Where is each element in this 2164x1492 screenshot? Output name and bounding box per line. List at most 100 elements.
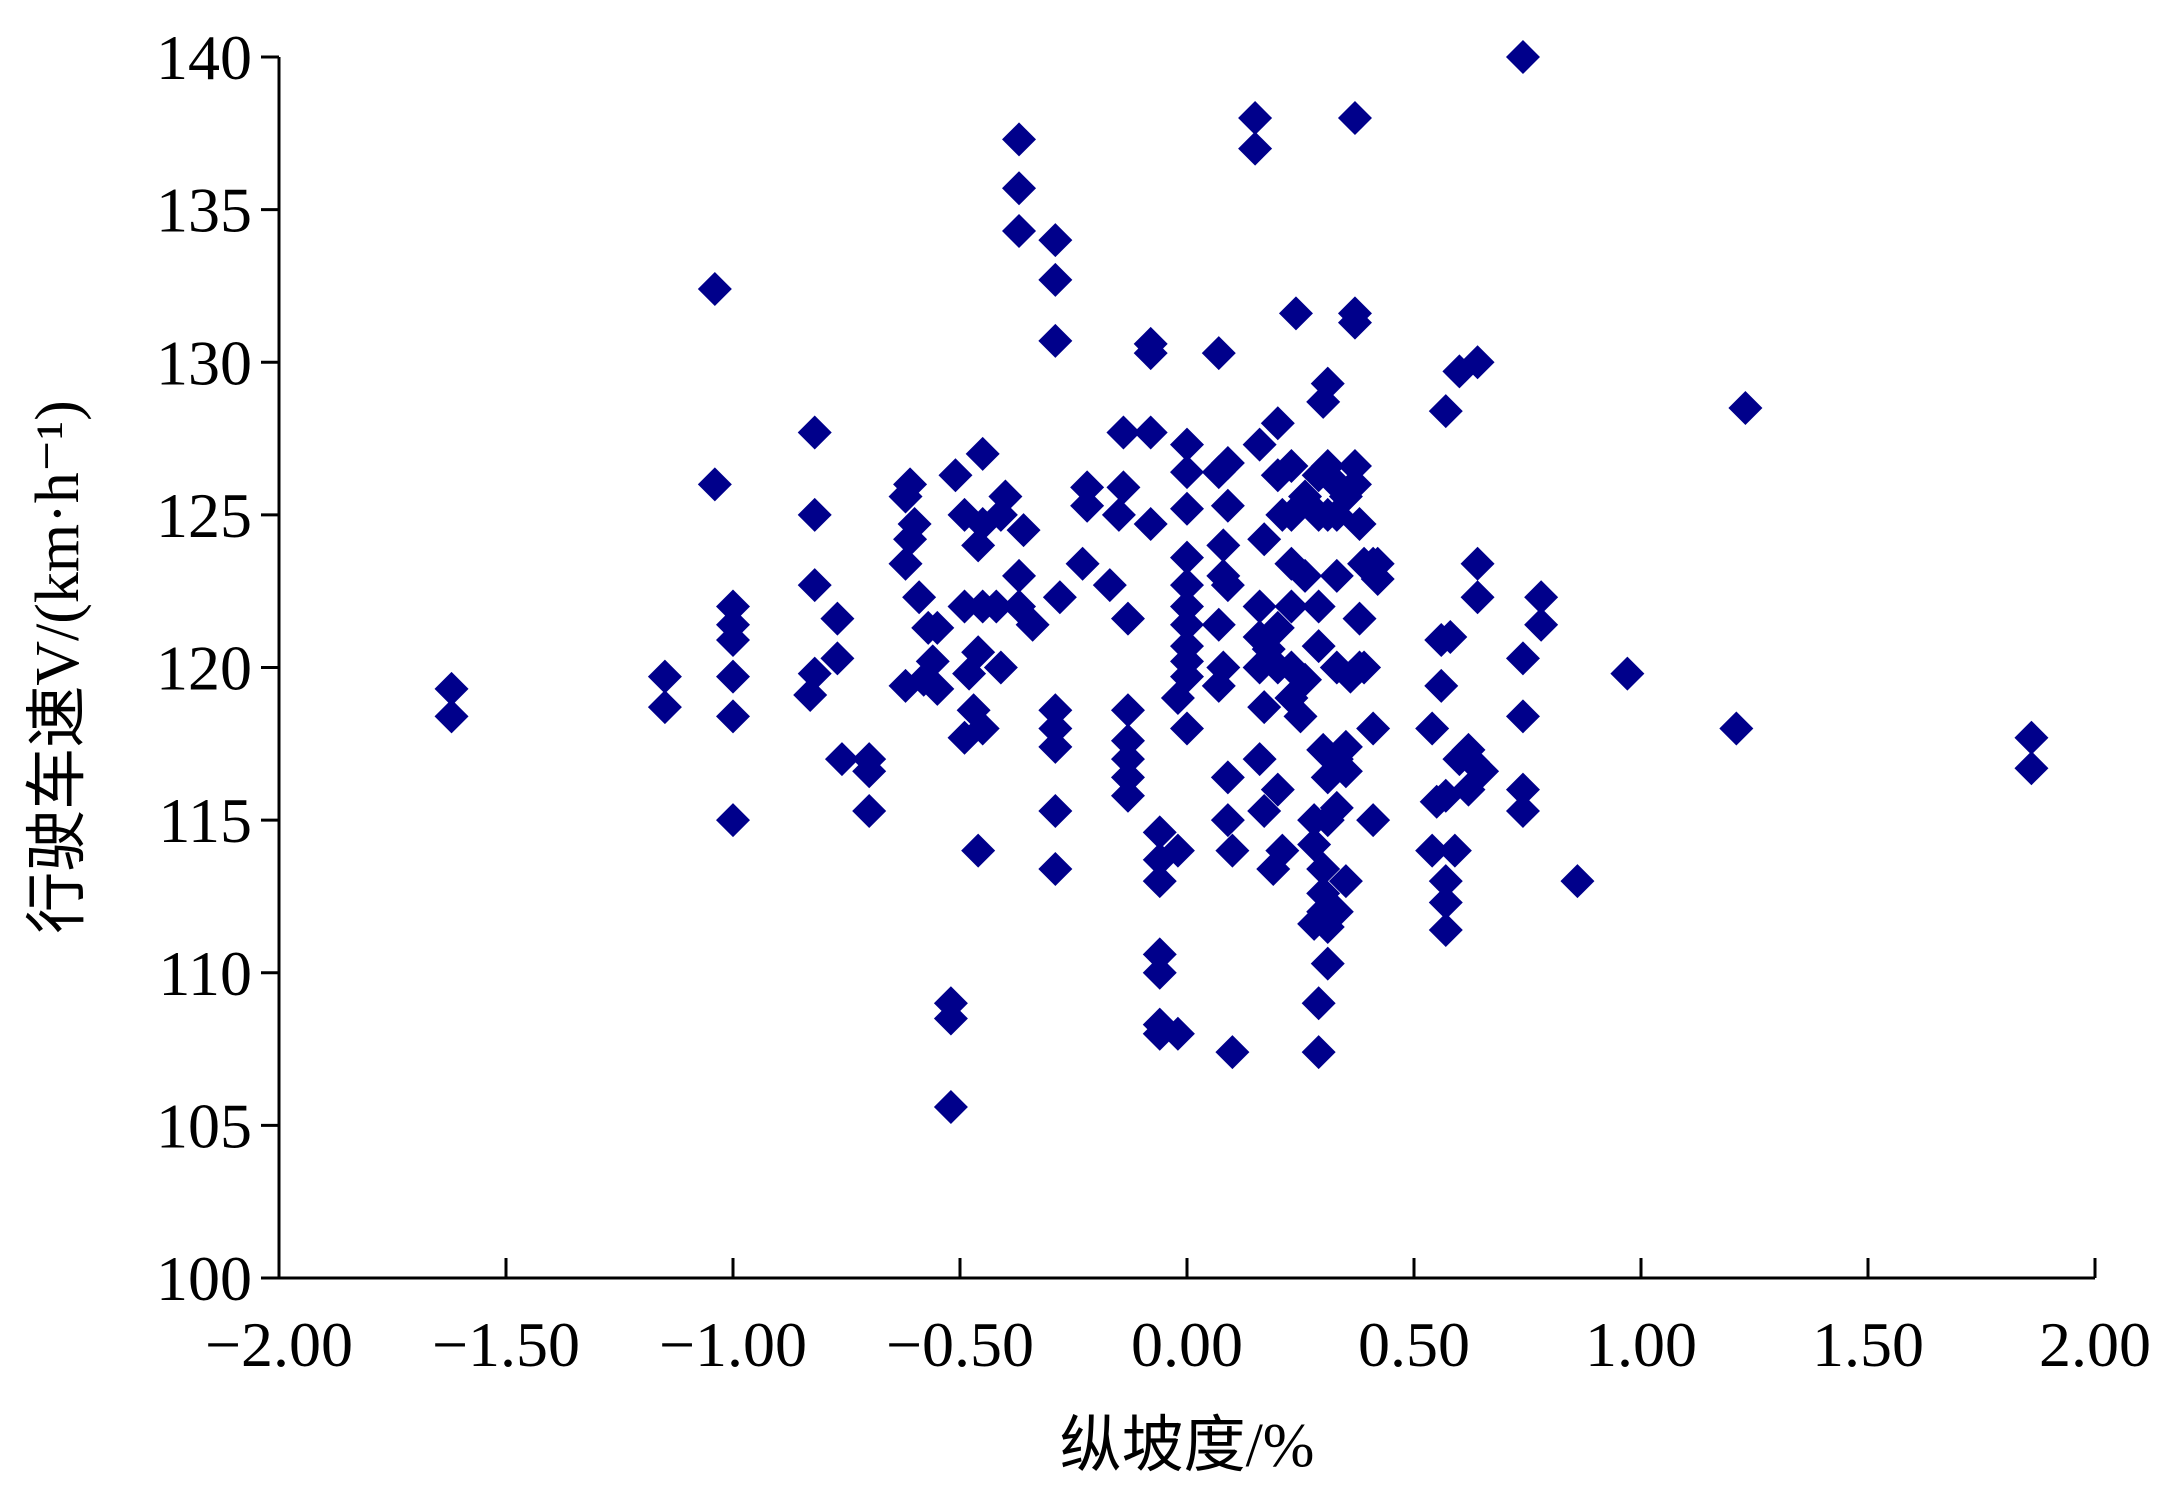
data-point (1170, 568, 1204, 603)
data-point (1070, 488, 1105, 523)
data-point (824, 742, 859, 777)
data-point (1201, 607, 1236, 642)
x-tick-label: 0.50 (1358, 1309, 1470, 1380)
y-tick-label: 120 (156, 633, 252, 704)
data-point (1038, 793, 1073, 828)
data-point (1210, 445, 1245, 480)
data-point (1038, 729, 1073, 764)
x-tick-label: −1.50 (432, 1309, 580, 1380)
data-point (1428, 885, 1463, 920)
data-point (1006, 513, 1041, 548)
data-point (1319, 558, 1354, 593)
data-point (716, 803, 750, 838)
data-point (1201, 336, 1236, 371)
data-point (965, 711, 1000, 746)
data-point (1505, 641, 1540, 676)
data-point (1002, 171, 1037, 206)
data-point (820, 641, 855, 676)
data-point (1310, 366, 1345, 401)
data-point (793, 677, 828, 712)
y-tick-label: 140 (156, 22, 252, 93)
data-point (1301, 629, 1336, 664)
x-tick-label: 0.00 (1131, 1309, 1243, 1380)
data-point (1065, 546, 1100, 581)
data-point (697, 271, 732, 306)
data-point (1610, 656, 1645, 691)
data-point (1278, 296, 1313, 331)
data-point (1210, 488, 1245, 523)
data-point (920, 671, 955, 706)
y-ticks: 100 105 110 115 120 125 130 135 140 (156, 22, 279, 1314)
data-point (1437, 833, 1472, 868)
data-point (1342, 507, 1377, 542)
data-point (1160, 681, 1195, 716)
data-point (1460, 546, 1495, 581)
y-axis-label: 行驶车速V/(km·h⁻¹) (24, 400, 92, 933)
data-point (1274, 589, 1309, 624)
y-tick-label: 135 (156, 175, 252, 246)
data-point (1110, 723, 1145, 758)
data-point (1242, 427, 1277, 462)
x-tick-label: −2.00 (205, 1309, 353, 1380)
data-point (1110, 760, 1145, 795)
data-point (852, 754, 887, 789)
data-point (1505, 772, 1540, 807)
data-point (1328, 864, 1363, 899)
data-point (1301, 986, 1336, 1021)
data-point (1215, 1035, 1250, 1070)
data-point (1133, 415, 1168, 450)
data-point (1424, 668, 1459, 703)
data-point (716, 589, 750, 624)
data-point (1210, 803, 1245, 838)
data-point (1342, 601, 1377, 636)
data-point (938, 458, 973, 493)
data-point (1301, 1035, 1336, 1070)
data-point (1260, 772, 1295, 807)
y-tick-label: 115 (158, 785, 252, 856)
data-point (1283, 699, 1318, 734)
data-point (1433, 619, 1468, 654)
data-point (1106, 470, 1141, 505)
x-tick-label: −1.00 (659, 1309, 807, 1380)
data-point (1260, 610, 1295, 645)
data-point (1337, 449, 1372, 484)
data-point (1110, 693, 1145, 728)
data-point (933, 1090, 968, 1125)
data-point (1415, 711, 1450, 746)
data-point (1247, 793, 1282, 828)
x-tick-label: 1.00 (1585, 1309, 1697, 1380)
data-point (1460, 580, 1495, 615)
data-point (1460, 345, 1495, 380)
data-point (1038, 262, 1073, 297)
data-point (1038, 693, 1073, 728)
data-point (1356, 803, 1391, 838)
data-point (983, 497, 1018, 532)
data-point (893, 522, 928, 557)
data-point (1238, 131, 1273, 166)
y-tick-label: 105 (156, 1090, 252, 1161)
data-point (1288, 662, 1323, 697)
x-tick-label: −0.50 (886, 1309, 1034, 1380)
data-point (920, 610, 955, 645)
data-point (1428, 913, 1463, 948)
data-point (1428, 394, 1463, 429)
data-point (902, 580, 937, 615)
data-point (1524, 607, 1559, 642)
data-point (1170, 491, 1204, 526)
data-point (1092, 568, 1127, 603)
data-point (1310, 946, 1345, 981)
data-point (1328, 729, 1363, 764)
data-point (1728, 391, 1763, 426)
data-point (1319, 894, 1354, 929)
data-point (1101, 497, 1136, 532)
data-point (1106, 415, 1141, 450)
data-point (933, 1001, 968, 1036)
data-point (1170, 711, 1204, 746)
data-point (1015, 607, 1050, 642)
data-point (1142, 937, 1177, 972)
data-point (1337, 305, 1372, 340)
data-point (1238, 101, 1273, 136)
data-point (1306, 851, 1341, 886)
data-point (1242, 589, 1277, 624)
